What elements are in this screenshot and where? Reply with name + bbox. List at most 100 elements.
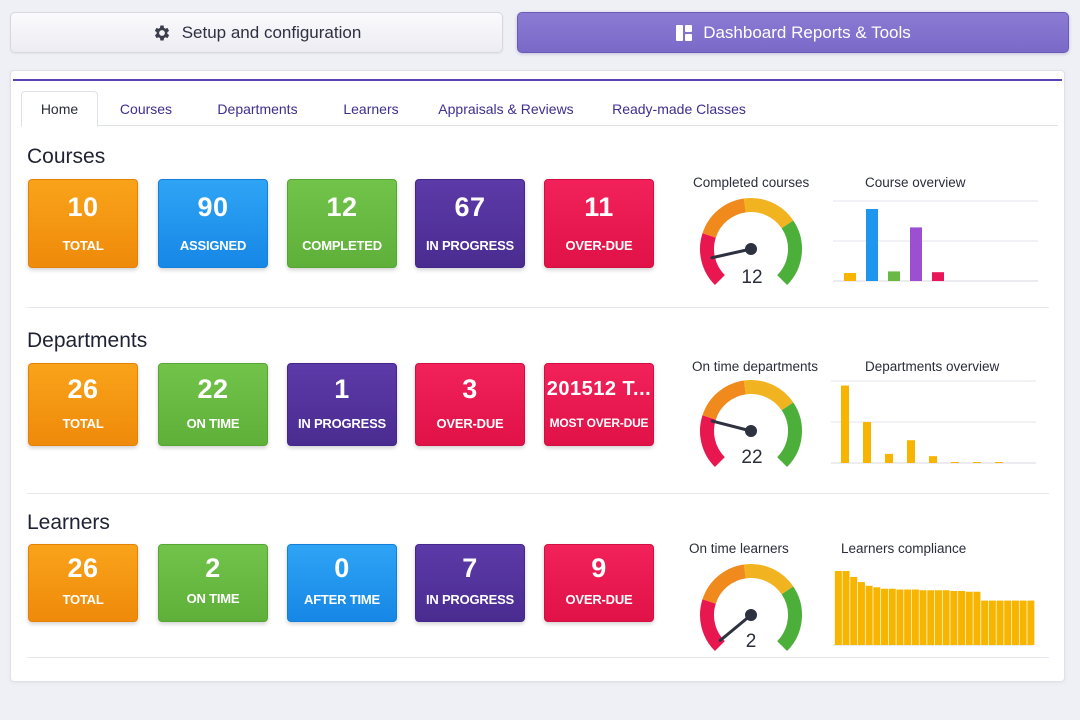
bar-5 [932, 272, 944, 281]
card-value: 3 [462, 374, 478, 404]
bar-1 [834, 571, 842, 645]
tab-home[interactable]: Home [21, 91, 98, 127]
departments-total-card[interactable]: 26 TOTAL [28, 363, 138, 446]
departments-most-over-due-card[interactable]: 201512 T... MOST OVER-DUE [544, 363, 654, 446]
chart-title: Course overview [865, 175, 966, 190]
bar-5 [865, 585, 873, 645]
bar-4 [907, 440, 915, 463]
card-value: 26 [67, 374, 99, 404]
card-value: 12 [326, 192, 358, 222]
card-label: MOST OVER-DUE [549, 416, 649, 430]
bar-26 [1027, 600, 1035, 645]
card-label: ASSIGNED [179, 238, 247, 253]
gauge-segment-4 [776, 402, 802, 468]
tab-ready-made-classes[interactable]: Ready-made Classes [612, 100, 746, 117]
bar-14 [934, 590, 942, 645]
bar-7 [881, 588, 889, 645]
on-time-learners-gauge [700, 564, 802, 652]
card-value: 11 [584, 192, 614, 222]
bar-3 [888, 271, 900, 281]
tab-learners[interactable]: Learners [343, 100, 399, 117]
top-bar: Setup and configuration Dashboard Report… [0, 0, 1080, 68]
card-label: TOTAL [62, 416, 104, 431]
gauge-title: On time departments [692, 359, 819, 374]
gauge-hub [745, 425, 757, 437]
dashboard-reports-button[interactable]: Dashboard Reports & Tools [517, 12, 1069, 53]
bar-8 [995, 462, 1003, 463]
bar-8 [888, 588, 896, 645]
gauge-hub [745, 609, 757, 621]
gauge-segment-3 [743, 380, 794, 411]
card-label: ON TIME [186, 591, 240, 606]
main-panel: Home Courses Departments Learners Apprai… [10, 70, 1065, 682]
card-value: 90 [197, 192, 229, 222]
bar-6 [951, 462, 959, 463]
gauge-segment-4 [776, 220, 802, 286]
card-value: 1 [334, 374, 350, 404]
gear-icon [154, 25, 169, 40]
gauge-segment-2 [702, 198, 747, 238]
chart-title: Learners compliance [841, 541, 967, 556]
card-value: 7 [462, 553, 478, 583]
departments-on-time-card[interactable]: 22 ON TIME [158, 363, 268, 446]
courses-total-card[interactable]: 10 TOTAL [28, 179, 138, 268]
chart-title: Departments overview [865, 359, 1000, 374]
bar-3 [850, 576, 858, 645]
section-divider [27, 307, 1049, 308]
learners-section: Learners 26 TOTAL 2 ON TIME 0 AFTER TIME… [27, 509, 1049, 669]
bar-13 [927, 590, 935, 645]
tab-appraisals-reviews[interactable]: Appraisals & Reviews [438, 100, 574, 117]
bar-17 [958, 590, 966, 645]
departments-in-progress-card[interactable]: 1 IN PROGRESS [287, 363, 397, 446]
gauge-title: Completed courses [693, 175, 810, 190]
departments-over-due-card[interactable]: 3 OVER-DUE [415, 363, 525, 446]
courses-completed-card[interactable]: 12 COMPLETED [287, 179, 397, 268]
tab-courses[interactable]: Courses [119, 100, 173, 117]
card-label: OVER-DUE [565, 238, 633, 253]
bar-24 [1011, 600, 1019, 645]
course-overview-chart [833, 200, 1038, 282]
card-label: OVER-DUE [436, 416, 504, 431]
bar-3 [885, 453, 893, 463]
bar-22 [996, 600, 1004, 645]
card-label: TOTAL [62, 592, 104, 607]
dashboard-reports-label: Dashboard Reports & Tools [703, 22, 911, 42]
bar-5 [929, 456, 937, 463]
gauge-segment-1 [700, 599, 726, 652]
card-label: IN PROGRESS [425, 238, 515, 253]
section-title: Learners [27, 511, 110, 534]
courses-in-progress-card[interactable]: 67 IN PROGRESS [415, 179, 525, 268]
learners-after-time-card[interactable]: 0 AFTER TIME [287, 544, 397, 622]
gauge-value: 22 [741, 447, 763, 468]
section-divider [27, 493, 1049, 494]
tab-departments[interactable]: Departments [217, 100, 298, 117]
card-value: 201512 T... [546, 378, 652, 400]
card-value: 26 [67, 553, 99, 583]
bar-2 [863, 422, 871, 463]
departments-section: Departments 26 TOTAL 22 ON TIME 1 IN PRO… [27, 327, 1049, 494]
section-title: Courses [27, 145, 106, 168]
courses-over-due-card[interactable]: 11 OVER-DUE [544, 179, 654, 268]
learners-total-card[interactable]: 26 TOTAL [28, 544, 138, 622]
panel-accent-line [13, 79, 1062, 81]
learners-in-progress-card[interactable]: 7 IN PROGRESS [415, 544, 525, 622]
bar-18 [965, 591, 973, 645]
gauge-value: 2 [745, 631, 757, 652]
card-value: 0 [334, 553, 350, 583]
departments-overview-chart [831, 380, 1036, 464]
bar-16 [950, 590, 958, 645]
gauge-needle [710, 247, 753, 260]
gauge-hub [745, 243, 757, 255]
card-label: COMPLETED [302, 238, 382, 253]
bar-6 [873, 587, 881, 645]
bar-15 [942, 590, 950, 645]
courses-assigned-card[interactable]: 90 ASSIGNED [158, 179, 268, 268]
learners-on-time-card[interactable]: 2 ON TIME [158, 544, 268, 622]
section-title: Departments [27, 329, 148, 352]
gauge-segment-2 [702, 380, 747, 420]
setup-configuration-button[interactable]: Setup and configuration [10, 12, 503, 53]
card-value: 67 [454, 192, 486, 222]
learners-over-due-card[interactable]: 9 OVER-DUE [544, 544, 654, 622]
courses-section: Courses 10 TOTAL 90 ASSIGNED 12 COMPLETE… [27, 143, 1049, 308]
bar-23 [1004, 600, 1012, 645]
